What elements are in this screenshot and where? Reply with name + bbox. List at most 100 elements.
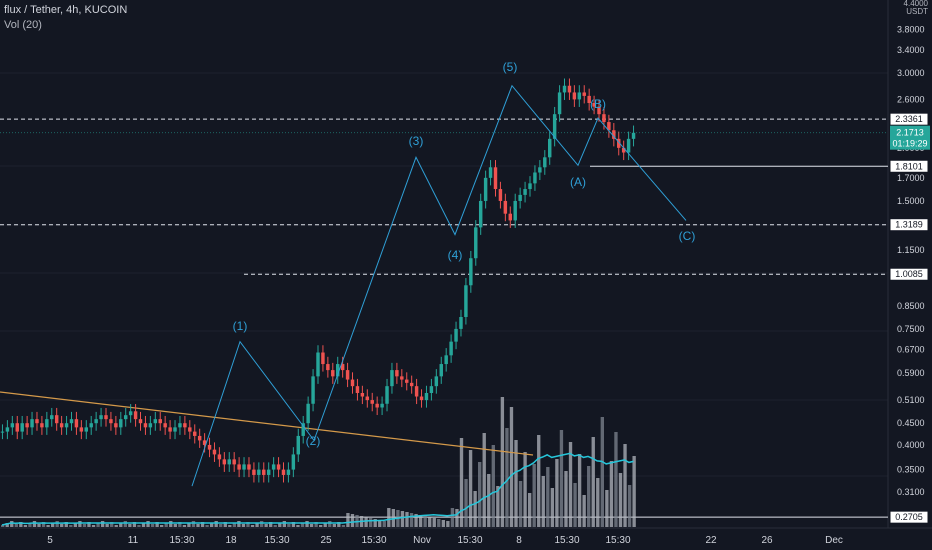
wave-label: (B) (590, 97, 606, 111)
candle-body (459, 316, 463, 329)
candle-body (128, 411, 133, 416)
candle-body (119, 419, 123, 428)
candle-body (409, 382, 414, 387)
candle-body (5, 427, 10, 432)
volume-bar (73, 523, 78, 527)
candle-body (321, 352, 325, 365)
time-tick-label: 15:30 (605, 535, 630, 546)
candle-body (173, 427, 177, 432)
candle-body (104, 415, 108, 420)
volume-bar (10, 521, 14, 527)
volume-bar (255, 523, 259, 527)
volume-bar (132, 522, 137, 527)
volume-bar (69, 525, 73, 527)
candle-body (114, 423, 118, 428)
volume-bar (614, 432, 618, 527)
volume-bar (382, 521, 386, 527)
volume-bar (428, 517, 432, 527)
symbol-title[interactable]: flux / Tether, 4h, KUCOIN (4, 4, 128, 16)
candle-body (631, 132, 636, 139)
volume-bar (446, 521, 450, 527)
elliott-wave-line (191, 84, 687, 487)
wave-label: (2) (306, 434, 321, 448)
candle-body (597, 106, 601, 115)
time-tick-label: 8 (516, 535, 522, 546)
volume-bar (473, 491, 477, 527)
volume-bar (409, 513, 414, 527)
volume-bar (209, 523, 214, 527)
candle-body (212, 449, 217, 455)
volume-indicator-label[interactable]: Vol (20) (4, 19, 42, 31)
volume-bar (437, 519, 441, 527)
volume-bar (627, 485, 632, 527)
candle-body (424, 392, 429, 401)
candle-body (400, 376, 404, 380)
candle-body (607, 122, 611, 131)
volume-bar (5, 523, 9, 527)
volume-bar (123, 521, 127, 527)
candle-body (158, 419, 162, 424)
candle-body (232, 459, 236, 465)
volume-bar (237, 521, 241, 527)
candle-body (375, 403, 379, 408)
volume-bar (577, 454, 582, 527)
candle-body (143, 423, 148, 428)
candle-body (109, 419, 113, 424)
wave-label: (3) (409, 134, 424, 148)
volume-bar (191, 521, 196, 527)
time-tick-label: 15:30 (169, 535, 194, 546)
volume-bar (564, 471, 568, 527)
time-tick-label: 5 (47, 535, 53, 546)
candle-body (207, 444, 212, 450)
time-tick-label: Dec (825, 535, 843, 546)
candle-body (355, 386, 360, 393)
volume-bar (414, 514, 418, 527)
candle-body (217, 454, 222, 460)
volume-bar (632, 456, 636, 527)
time-tick-label: 15:30 (554, 535, 579, 546)
wave-label: (5) (503, 60, 518, 74)
candle-body (602, 114, 606, 123)
trendline (0, 391, 534, 456)
candle-body (193, 431, 197, 436)
volume-bar (50, 523, 55, 527)
candle-body (557, 92, 562, 115)
candle-body (84, 427, 89, 432)
volume-bar (509, 407, 514, 527)
candle-body (483, 177, 488, 201)
volume-bar (269, 522, 273, 527)
wave-label: (1) (233, 319, 248, 333)
candle-body (429, 386, 434, 393)
volume-bar (455, 509, 459, 527)
time-tick-label: 11 (128, 535, 139, 546)
volume-bar (319, 525, 323, 527)
candle-body (528, 183, 532, 190)
volume-bar (423, 516, 427, 527)
candle-body (360, 392, 365, 397)
candle-body (523, 189, 527, 195)
volume-bar (468, 450, 473, 527)
candle-body (572, 92, 577, 100)
candle-body (301, 423, 305, 436)
volume-bar (214, 521, 218, 527)
candle-body (577, 92, 582, 100)
level-tag-label: 0.2705 (895, 512, 923, 522)
candle-body (405, 379, 409, 383)
unit-label: USDT (906, 7, 928, 16)
price-tick-label: 0.3100 (897, 487, 925, 497)
volume-bar (173, 524, 177, 527)
candle-body (59, 423, 64, 428)
volume-bar (110, 522, 114, 527)
candle-body (183, 423, 187, 428)
candle-body (626, 138, 631, 153)
volume-bar (105, 524, 109, 527)
wave-label: (C) (679, 229, 696, 243)
volume-bar (146, 521, 150, 527)
candle-body (266, 469, 271, 475)
candle-body (478, 200, 483, 228)
time-tick-label: 15:30 (457, 535, 482, 546)
volume-bar (364, 517, 368, 527)
price-tick-label: 3.8000 (897, 24, 925, 34)
